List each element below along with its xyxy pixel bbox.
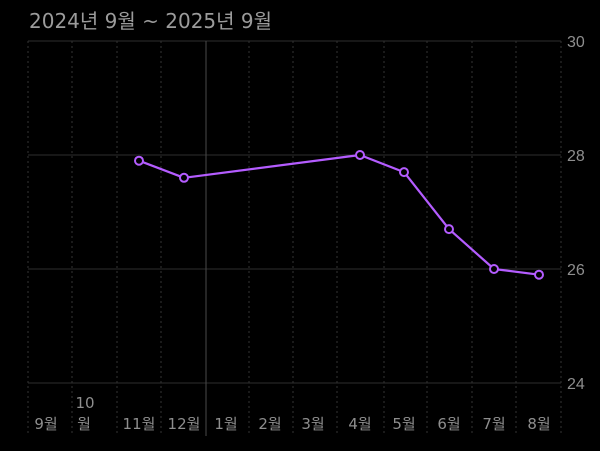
x-tick-label: 8월 <box>527 415 550 433</box>
series-line <box>138 153 540 276</box>
data-point[interactable] <box>179 172 189 183</box>
x-tick-label: 1월 <box>214 415 237 433</box>
x-tick-label: 11월 <box>123 415 156 433</box>
data-point[interactable] <box>489 264 499 274</box>
y-tick-label: 24 <box>567 376 585 393</box>
data-point[interactable] <box>134 155 144 166</box>
y-tick-label: 26 <box>567 262 585 279</box>
x-tick-label: 12월 <box>168 415 201 433</box>
x-tick-label: 7월 <box>482 415 505 433</box>
y-tick-label: 30 <box>567 34 585 51</box>
x-tick-label: 2월 <box>258 415 281 433</box>
chart-title: 2024년 9월 ~ 2025년 9월 <box>29 9 273 33</box>
horizontal-gridlines <box>28 40 561 384</box>
x-tick-label: 5월 <box>392 415 415 433</box>
x-tick-label: 10 월 <box>75 394 94 433</box>
y-axis-ticks: 24 26 28 30 <box>567 34 585 393</box>
y-tick-label: 28 <box>567 148 585 165</box>
vertical-gridlines <box>27 41 562 436</box>
data-point[interactable] <box>399 167 409 178</box>
data-series <box>134 150 544 280</box>
data-point[interactable] <box>444 224 454 235</box>
x-tick-label: 9월 <box>34 415 57 433</box>
x-tick-label: 4월 <box>348 415 371 433</box>
x-tick-label: 3월 <box>301 415 324 433</box>
x-tick-label: 6월 <box>437 415 460 433</box>
data-point[interactable] <box>534 269 544 280</box>
x-axis-ticks: 9월 10 월 11월 12월 1월 2월 3월 4월 5월 6월 7월 8월 <box>34 394 550 433</box>
data-point[interactable] <box>355 150 365 160</box>
